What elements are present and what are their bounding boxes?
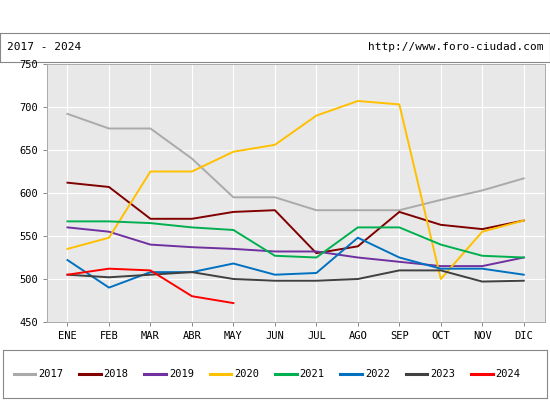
Text: 2022: 2022 — [365, 369, 390, 379]
Text: Evolucion del paro registrado en Bergara: Evolucion del paro registrado en Bergara — [133, 9, 417, 23]
Text: 2019: 2019 — [169, 369, 194, 379]
Text: 2023: 2023 — [430, 369, 455, 379]
Text: 2024: 2024 — [496, 369, 520, 379]
Text: http://www.foro-ciudad.com: http://www.foro-ciudad.com — [368, 42, 543, 52]
Text: 2018: 2018 — [103, 369, 129, 379]
Text: 2017 - 2024: 2017 - 2024 — [7, 42, 81, 52]
Text: 2021: 2021 — [300, 369, 324, 379]
Text: 2020: 2020 — [234, 369, 259, 379]
Text: 2017: 2017 — [38, 369, 63, 379]
